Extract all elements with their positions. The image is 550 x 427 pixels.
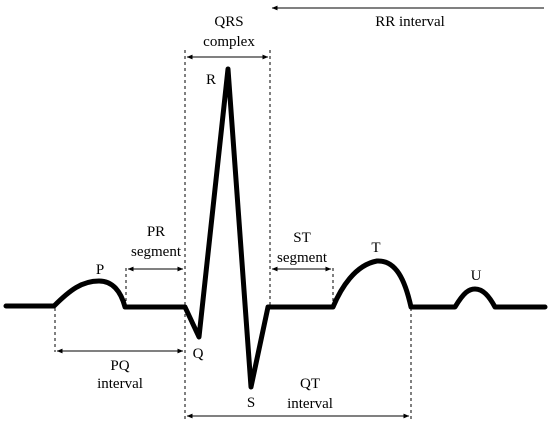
- q-wave-label: Q: [193, 346, 204, 362]
- pr-segment-label-line2: segment: [131, 244, 182, 260]
- pr-segment-label-line1: PR: [147, 224, 165, 240]
- r-wave-label: R: [206, 72, 216, 88]
- u-wave-label: U: [471, 268, 482, 284]
- qrs-complex-label-line1: QRS: [214, 14, 243, 30]
- t-wave-label: T: [371, 240, 380, 256]
- s-wave-label: S: [247, 395, 255, 411]
- st-segment-label-line2: segment: [277, 250, 328, 266]
- st-segment-label-line1: ST: [293, 230, 311, 246]
- rr-interval-label: RR interval: [375, 14, 445, 30]
- ecg-waveform: [3, 66, 548, 390]
- qt-interval-label-line2: interval: [287, 396, 333, 412]
- p-wave-label: P: [96, 262, 104, 278]
- qt-interval-label-line1: QT: [300, 376, 320, 392]
- guide-lines: [54, 50, 412, 420]
- pq-interval-label-line2: interval: [97, 376, 143, 392]
- qrs-complex-label-line2: complex: [203, 34, 255, 50]
- pq-interval-label-line1: PQ: [110, 358, 129, 374]
